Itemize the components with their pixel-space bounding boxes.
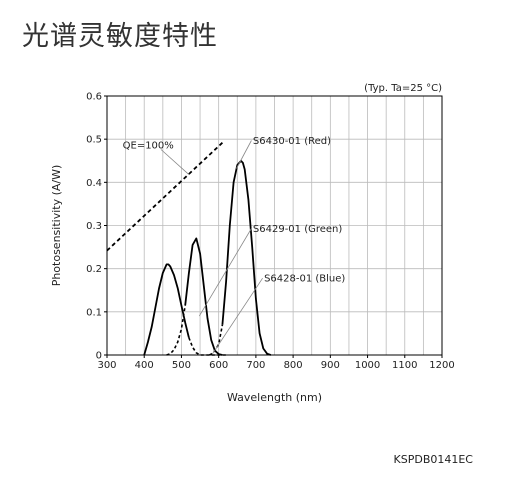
page-heading: 光谱灵敏度特性	[22, 21, 218, 52]
series-line-s6429-01-green	[184, 237, 223, 356]
leader-line-qe-100	[160, 149, 190, 175]
grid-layer	[107, 96, 442, 355]
y-tick-label: 0.6	[86, 92, 102, 103]
leader-line-s6430-01-red	[236, 140, 252, 169]
series-tail-s6429-01-green	[166, 305, 186, 356]
annotation-s6428-01-blue: S6428-01 (Blue)	[264, 274, 345, 285]
document-code: KSPDB0141EC	[393, 453, 473, 466]
x-tick-label: 1000	[355, 360, 380, 371]
series-tail-s6428-01-blue	[188, 337, 227, 356]
x-tick-label: 600	[209, 360, 228, 371]
leader-line-s6429-01-green	[198, 228, 252, 317]
x-tick-label: 400	[135, 360, 154, 371]
x-tick-label: 500	[172, 360, 191, 371]
y-axis-title: Photosensitivity (A/W)	[50, 165, 63, 287]
x-tick-label: 900	[321, 360, 340, 371]
series-line-qe-100	[106, 142, 224, 252]
series-layer	[106, 142, 272, 356]
x-axis-title: Wavelength (nm)	[227, 391, 322, 404]
annotation-layer: QE=100% S6430-01 (Red) S6429-01 (Green) S64…	[123, 136, 345, 355]
y-tick-label: 0.3	[86, 221, 102, 232]
annotation-qe-100: QE=100%	[123, 140, 174, 151]
series-line-s6428-01-blue	[143, 263, 190, 356]
y-tick-label: 0.5	[86, 135, 102, 146]
y-tick-label: 0.4	[86, 178, 102, 189]
x-tick-label: 700	[246, 360, 265, 371]
y-tick-label: 0.2	[86, 264, 102, 275]
tick-layer: 300 400 500 600 700 800 900 1000 1100 1200 0 0.1 0.2…	[86, 92, 455, 372]
x-tick-label: 1100	[392, 360, 417, 371]
leader-line-s6428-01-blue	[211, 277, 263, 355]
annotation-s6430-01-red: S6430-01 (Red)	[253, 136, 331, 147]
x-tick-label: 300	[97, 360, 116, 371]
y-tick-label: 0	[96, 351, 102, 362]
series-line-s6430-01-red	[221, 159, 272, 356]
annotation-s6429-01-green: S6429-01 (Green)	[253, 224, 342, 235]
x-tick-label: 1200	[429, 360, 454, 371]
x-tick-label: 800	[284, 360, 303, 371]
y-tick-label: 0.1	[86, 307, 102, 318]
condition-note: (Typ. Ta=25 °C)	[364, 83, 442, 94]
